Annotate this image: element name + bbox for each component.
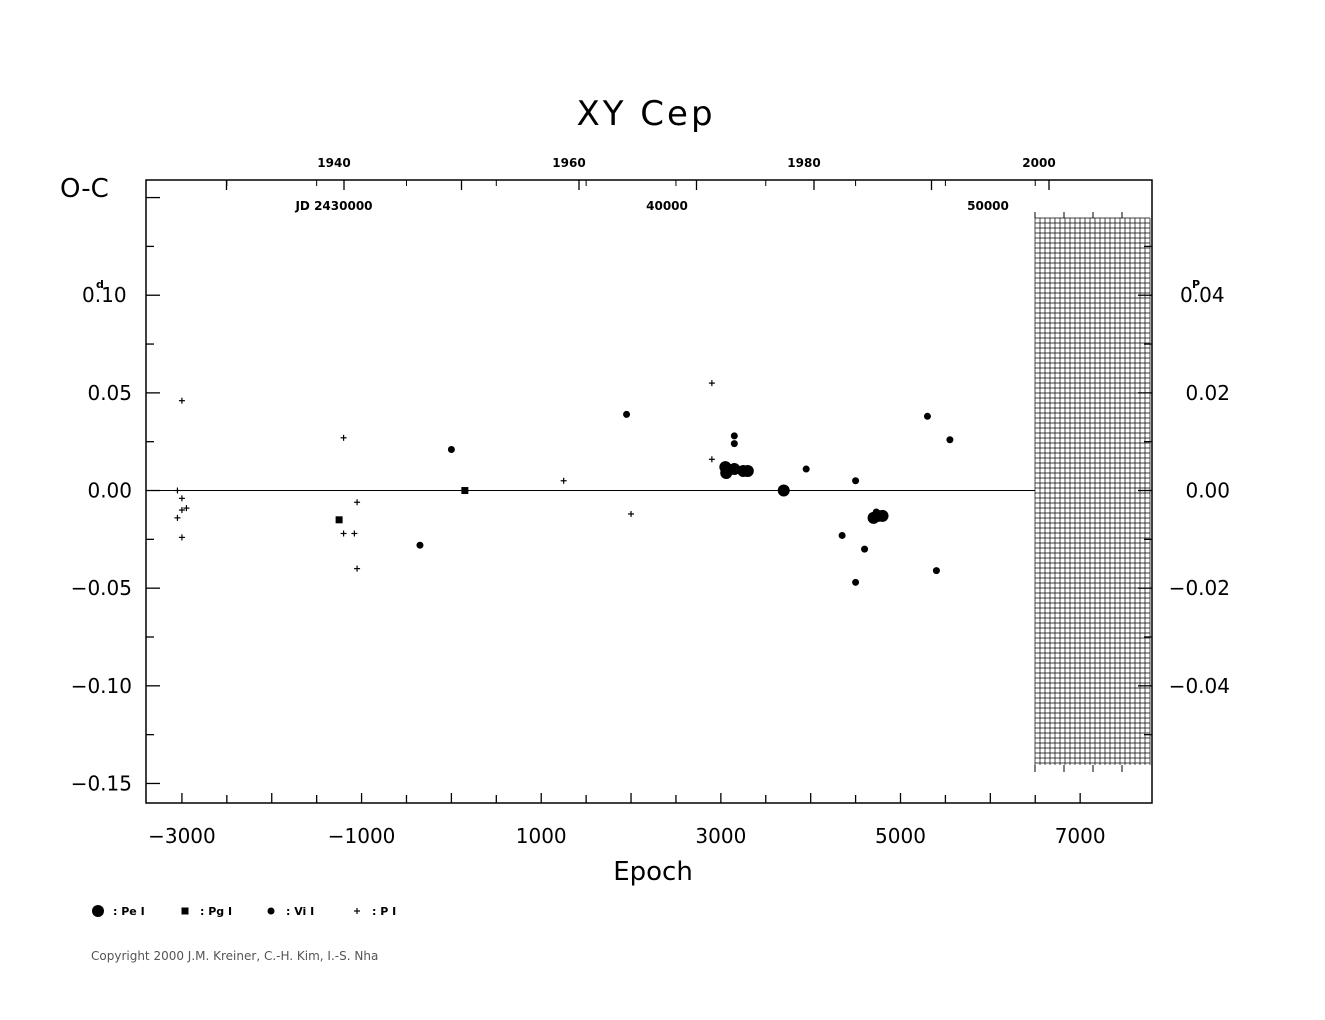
y-tick-label: 0.00 bbox=[87, 479, 132, 503]
right-tick-labels: 0.04P 0.02 0.00 −0.02 −0.04 bbox=[1169, 278, 1230, 698]
jd-labels: JD 2430000 40000 50000 bbox=[294, 199, 1008, 213]
x-tick-labels: −3000 −1000 1000 3000 5000 7000 bbox=[148, 824, 1105, 848]
y-tick-labels: 0.10d 0.05 0.00 −0.05 −0.10 −0.15 bbox=[71, 278, 132, 795]
x-tick-label: −1000 bbox=[328, 824, 396, 848]
legend-label: : P I bbox=[372, 905, 396, 918]
point-vi bbox=[946, 436, 954, 444]
point-pg bbox=[335, 516, 343, 524]
point-pg bbox=[181, 907, 189, 915]
right-tick-label: 0.02 bbox=[1185, 381, 1230, 405]
right-unit-mark: P bbox=[1192, 278, 1200, 291]
point-vi bbox=[872, 508, 880, 516]
point-pe bbox=[777, 484, 790, 497]
right-tick-label: 0.00 bbox=[1185, 479, 1230, 503]
point-p bbox=[340, 434, 347, 441]
y-axis-title: O-C bbox=[60, 174, 109, 204]
point-pe bbox=[728, 463, 741, 476]
legend-label: : Vi I bbox=[286, 905, 314, 918]
point-vi bbox=[416, 541, 424, 549]
x-axis-title: Epoch bbox=[613, 857, 693, 887]
point-p bbox=[708, 380, 715, 387]
point-vi bbox=[730, 440, 738, 448]
y-tick-label: −0.10 bbox=[71, 674, 132, 698]
point-pe bbox=[741, 464, 754, 477]
hatched-region bbox=[1034, 212, 1151, 772]
data-points bbox=[174, 380, 954, 586]
point-p bbox=[708, 456, 715, 463]
year-label: 2000 bbox=[1022, 156, 1055, 170]
chart-title: XY Cep bbox=[576, 94, 715, 134]
y-tick-label: −0.05 bbox=[71, 576, 132, 600]
x-tick-label: 7000 bbox=[1055, 824, 1106, 848]
point-vi bbox=[852, 477, 860, 485]
right-tick-label: −0.04 bbox=[1169, 674, 1230, 698]
legend-label: : Pe I bbox=[113, 905, 145, 918]
point-p bbox=[178, 397, 185, 404]
x-tick-label: 3000 bbox=[695, 824, 746, 848]
point-p bbox=[354, 499, 361, 506]
point-vi bbox=[932, 567, 940, 575]
y-tick-label: 0.05 bbox=[87, 381, 132, 405]
point-vi bbox=[623, 410, 631, 418]
y-tick-label: 0.10 bbox=[82, 283, 127, 307]
jd-label: 50000 bbox=[967, 199, 1009, 213]
year-label: 1940 bbox=[317, 156, 350, 170]
point-vi bbox=[447, 446, 455, 454]
point-p bbox=[174, 514, 181, 521]
x-tick-label: −3000 bbox=[148, 824, 216, 848]
point-p bbox=[178, 507, 185, 514]
legend: : Pe I : Pg I : Vi I : P I bbox=[92, 905, 396, 918]
point-p bbox=[628, 510, 635, 517]
point-pg bbox=[461, 487, 469, 495]
axis-ticks bbox=[146, 180, 1152, 803]
year-labels: 1940 1960 1980 2000 bbox=[317, 156, 1055, 170]
point-vi bbox=[852, 578, 860, 586]
y-unit-mark: d bbox=[96, 278, 104, 291]
copyright: Copyright 2000 J.M. Kreiner, C.-H. Kim, … bbox=[91, 949, 378, 963]
point-pe bbox=[92, 905, 104, 917]
y-tick-label: −0.15 bbox=[71, 771, 132, 795]
right-tick-label: −0.02 bbox=[1169, 576, 1230, 600]
point-p bbox=[174, 487, 181, 494]
point-p bbox=[340, 530, 347, 537]
point-p bbox=[351, 530, 358, 537]
jd-label: 40000 bbox=[646, 199, 688, 213]
point-vi bbox=[861, 545, 869, 553]
legend-label: : Pg I bbox=[200, 905, 232, 918]
point-p bbox=[178, 534, 185, 541]
point-vi bbox=[923, 412, 931, 420]
point-p bbox=[354, 565, 361, 572]
point-p bbox=[178, 495, 185, 502]
point-p bbox=[560, 477, 567, 484]
x-tick-label: 5000 bbox=[875, 824, 926, 848]
jd-label: JD 2430000 bbox=[294, 199, 372, 213]
year-label: 1980 bbox=[787, 156, 820, 170]
point-vi bbox=[267, 907, 275, 915]
plot-frame bbox=[145, 179, 1153, 804]
x-tick-label: 1000 bbox=[516, 824, 567, 848]
point-vi bbox=[838, 531, 846, 539]
point-vi bbox=[802, 465, 810, 473]
year-label: 1960 bbox=[552, 156, 585, 170]
point-p bbox=[183, 505, 190, 512]
point-p bbox=[354, 908, 360, 914]
point-vi bbox=[730, 432, 738, 440]
right-tick-label: 0.04 bbox=[1180, 283, 1225, 307]
